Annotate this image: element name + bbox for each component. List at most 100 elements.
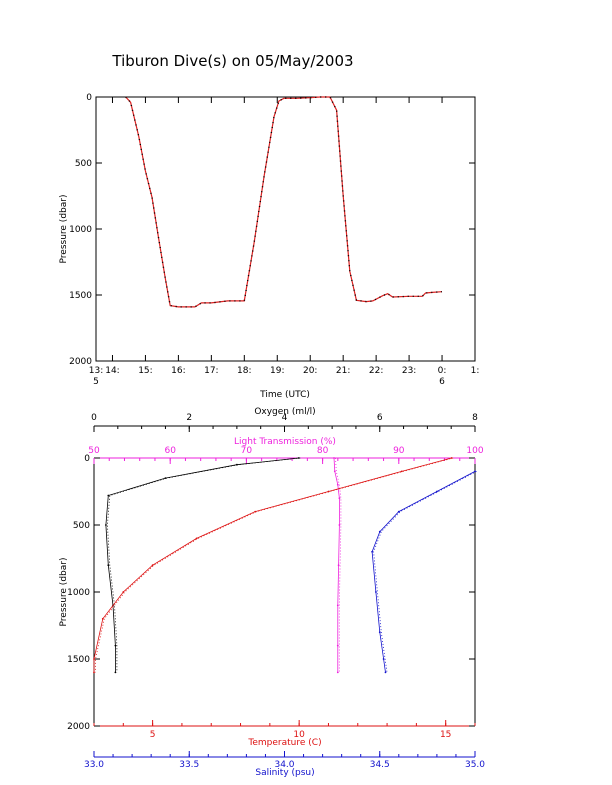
light-tick-label: 60 xyxy=(164,446,176,456)
oxygen-tick-label: 0 xyxy=(91,413,97,423)
oxygen-point xyxy=(107,564,110,567)
salinity-tick-label: 34.5 xyxy=(370,760,390,770)
temperature-point xyxy=(195,537,198,540)
top-x-axis-label: Time (UTC) xyxy=(259,390,310,400)
bottom-y-tick-label: 0 xyxy=(84,454,90,464)
dive-track-samples xyxy=(125,96,443,308)
top-x-tick-label: 21: xyxy=(336,366,350,376)
salinity-point xyxy=(375,591,377,593)
oxygen-tick-label: 8 xyxy=(472,413,478,423)
figure-title: Tiburon Dive(s) on 05/May/2003 xyxy=(111,52,353,70)
light-point xyxy=(337,564,340,567)
temperature-point xyxy=(151,564,154,567)
light-profile-cast2 xyxy=(335,457,342,673)
light-point xyxy=(338,524,341,526)
salinity-tick-label: 35.0 xyxy=(465,760,485,770)
salinity-point xyxy=(382,658,385,660)
light-tick-label: 100 xyxy=(466,446,483,456)
dive-track-chart: 0 500 1000 1500 2000 13:5 14: 15: 16: 17: 18: 19: 2… xyxy=(59,93,479,400)
temperature-point xyxy=(122,591,125,593)
oxygen-point xyxy=(105,524,107,526)
temperature-tick-label: 5 xyxy=(150,730,156,740)
temperature-tick-label: 10 xyxy=(293,730,305,740)
temperature-point xyxy=(93,671,95,674)
top-x-tick-label: 17: xyxy=(204,366,218,376)
oxygen-point xyxy=(236,463,238,466)
oxygen-point xyxy=(164,477,167,479)
bottom-y-tick-label: 1500 xyxy=(67,655,90,665)
profile-chart: 0 500 1000 1500 2000 0 2 4 6 8 50 60 70 80 90 100 5 10… xyxy=(59,407,485,778)
top-x-tick-label: 0: xyxy=(438,366,447,376)
top-x-tick-label: 22: xyxy=(369,366,383,376)
top-x-tick-label: 23: xyxy=(402,366,416,376)
temperature-profile xyxy=(93,457,452,673)
temperature-tick-label: 15 xyxy=(440,730,451,740)
bottom-y-tick-label: 1000 xyxy=(67,588,90,598)
temperature-point xyxy=(450,457,453,459)
top-y-tick-label: 1500 xyxy=(69,291,92,301)
light-point xyxy=(333,457,335,459)
top-y-tick-label: 0 xyxy=(86,93,92,103)
temperature-point xyxy=(101,617,104,620)
salinity-point xyxy=(378,631,381,634)
light-tick-label: 70 xyxy=(241,446,253,456)
light-transmission-axis-label: Light Transmission (%) xyxy=(234,437,336,447)
salinity-profile xyxy=(371,471,476,673)
salinity-profile-cast2 xyxy=(373,471,477,673)
bottom-y-axis-label: Pressure (dbar) xyxy=(59,558,69,627)
top-x-tick-label: 18: xyxy=(237,366,251,376)
oxygen-tick-label: 2 xyxy=(186,413,192,423)
salinity-point xyxy=(397,510,400,513)
salinity-point xyxy=(436,490,438,493)
temperature-point xyxy=(400,470,403,473)
top-x-tick-label: 19: xyxy=(270,366,284,376)
top-y-axis-label: Pressure (dbar) xyxy=(59,195,69,264)
oxygen-point xyxy=(297,457,300,459)
top-y-tick-label: 1000 xyxy=(69,225,92,235)
top-x-tick-label-2: 5 xyxy=(93,377,99,387)
oxygen-profile-cast2 xyxy=(106,457,301,673)
temperature-profile-cast2 xyxy=(95,457,454,673)
oxygen-profile xyxy=(105,457,299,673)
salinity-tick-label: 34.0 xyxy=(274,760,294,770)
oxygen-point xyxy=(114,671,117,674)
salinity-point xyxy=(378,530,381,533)
oxygen-axis-label: Oxygen (ml/l) xyxy=(254,407,315,417)
light-point xyxy=(336,604,339,607)
oxygen-tick-label: 6 xyxy=(377,413,383,423)
oxygen-point xyxy=(114,644,117,647)
temperature-point xyxy=(327,490,330,493)
salinity-point xyxy=(384,671,387,674)
light-point xyxy=(336,483,339,486)
salinity-point xyxy=(474,470,476,473)
bottom-y-tick-label: 2000 xyxy=(67,722,90,732)
salinity-tick-label: 33.0 xyxy=(84,760,104,770)
temperature-point xyxy=(254,510,257,513)
top-x-tick-label: 16: xyxy=(171,366,185,376)
top-x-tick-label-2: 6 xyxy=(439,377,445,387)
top-x-tick-label: 1: xyxy=(471,366,480,376)
salinity-axis-label: Salinity (psu) xyxy=(255,768,314,778)
light-tick-label: 50 xyxy=(88,446,100,456)
oxygen-tick-label: 4 xyxy=(282,413,288,423)
oxygen-point xyxy=(107,494,110,497)
top-plot-frame xyxy=(95,96,476,362)
dive-track-line xyxy=(125,96,443,308)
top-x-tick-label: 15: xyxy=(138,366,152,376)
light-point xyxy=(338,497,341,500)
bottom-y-tick-label: 500 xyxy=(73,521,90,531)
top-y-tick-label: 2000 xyxy=(69,357,92,367)
light-tick-label: 90 xyxy=(393,446,405,456)
light-tick-label: 80 xyxy=(317,446,329,456)
light-point xyxy=(333,470,336,473)
temperature-axis-label: Temperature (C) xyxy=(247,738,321,748)
light-point xyxy=(336,644,339,647)
top-x-tick-label: 14: xyxy=(105,366,119,376)
temperature-point xyxy=(93,658,95,660)
top-y-tick-label: 500 xyxy=(75,159,92,169)
salinity-point xyxy=(371,550,373,553)
top-x-tick-label: 13: xyxy=(89,366,103,376)
light-point xyxy=(336,671,339,674)
